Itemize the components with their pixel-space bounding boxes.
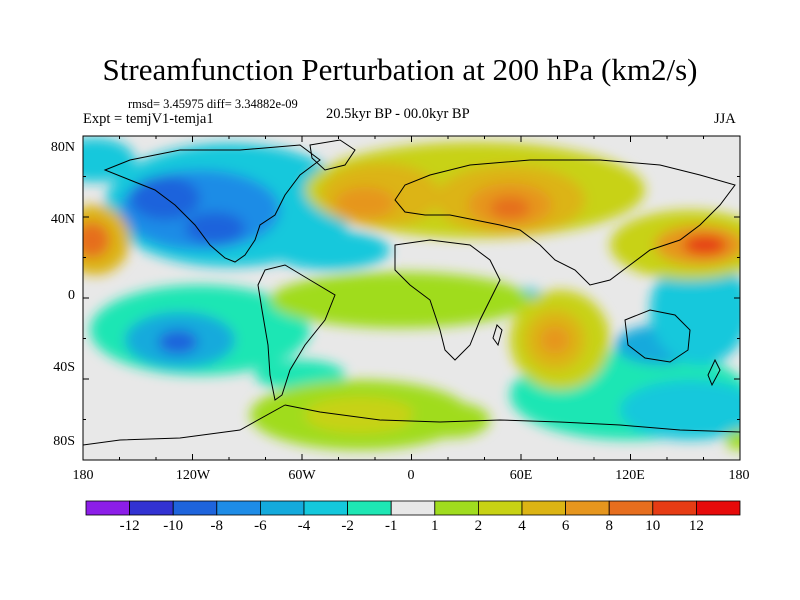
contour-field bbox=[83, 136, 740, 460]
y-tick-label: 80S bbox=[53, 434, 75, 449]
season-label: JJA bbox=[714, 111, 736, 127]
colorbar-label: -2 bbox=[341, 518, 354, 534]
colorbar-label: 2 bbox=[474, 518, 483, 534]
colorbar-swatch bbox=[477, 500, 523, 516]
colorbar-swatch bbox=[434, 500, 479, 516]
x-tick-label: 180 bbox=[728, 468, 750, 483]
colorbar-swatch bbox=[172, 500, 218, 516]
colorbar-swatch bbox=[347, 500, 392, 516]
y-tick-label: 40N bbox=[50, 212, 75, 227]
colorbar-label: 12 bbox=[688, 518, 704, 534]
axis-ticks bbox=[82, 135, 741, 461]
colorbar-label: -10 bbox=[163, 518, 184, 534]
x-tick-label: 60W bbox=[288, 468, 316, 483]
colorbar bbox=[85, 500, 741, 516]
colorbar-label: 6 bbox=[561, 518, 570, 534]
x-tick-label: 120E bbox=[615, 468, 645, 483]
colorbar-swatch bbox=[652, 500, 697, 516]
period-label: 20.5kyr BP - 00.0kyr BP bbox=[326, 106, 470, 122]
colorbar-label: -1 bbox=[384, 518, 398, 534]
x-tick-label: 120W bbox=[175, 468, 211, 483]
colorbar-swatch bbox=[521, 500, 566, 516]
colorbar-label: 10 bbox=[645, 518, 661, 534]
coastlines bbox=[83, 139, 740, 446]
colorbar-swatch bbox=[696, 500, 741, 516]
colorbar-label: -6 bbox=[254, 518, 267, 534]
colorbar-label: 4 bbox=[518, 518, 526, 534]
colorbar-swatch bbox=[565, 500, 610, 516]
y-tick-label: 40S bbox=[53, 360, 75, 375]
experiment-label: Expt = temjV1-temja1 bbox=[83, 111, 214, 127]
stats-line: rmsd= 3.45975 diff= 3.34882e-09 bbox=[128, 97, 298, 111]
colorbar-swatch bbox=[390, 500, 436, 516]
colorbar-swatch bbox=[303, 500, 348, 516]
y-tick-label: 0 bbox=[68, 288, 75, 303]
colorbar-label: -12 bbox=[119, 518, 140, 534]
colorbar-label: -8 bbox=[210, 518, 224, 534]
x-tick-label: 60E bbox=[509, 468, 533, 483]
x-tick-label: 0 bbox=[407, 468, 415, 483]
colorbar-label: -4 bbox=[297, 518, 311, 534]
colorbar-swatch bbox=[259, 500, 305, 516]
colorbar-label: 1 bbox=[431, 518, 439, 534]
colorbar-swatch bbox=[216, 500, 261, 516]
map-title: Streamfunction Perturbation at 200 hPa (… bbox=[102, 52, 698, 87]
x-tick-label: 180 bbox=[72, 468, 94, 483]
colorbar-swatch bbox=[129, 500, 174, 516]
colorbar-swatch bbox=[85, 500, 130, 516]
y-tick-label: 80N bbox=[50, 140, 75, 155]
colorbar-swatch bbox=[608, 500, 654, 516]
colorbar-label: 8 bbox=[605, 518, 613, 534]
